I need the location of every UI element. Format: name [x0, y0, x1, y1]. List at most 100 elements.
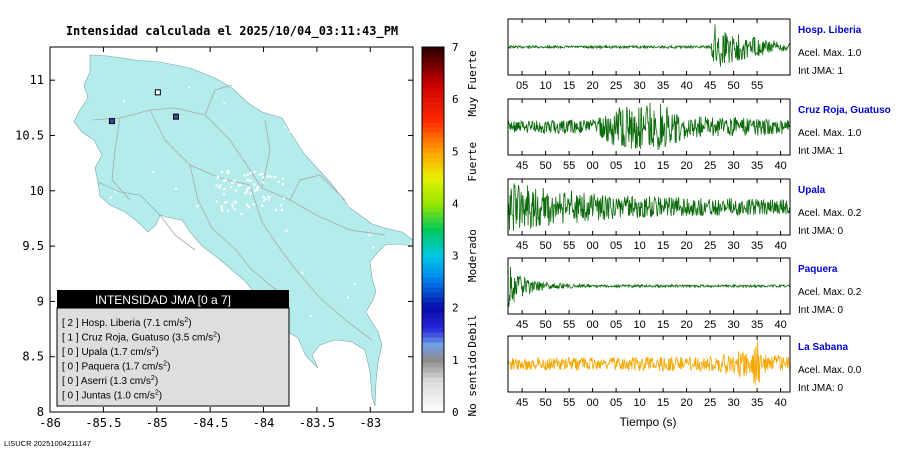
town-dot	[372, 246, 375, 249]
trace-x-tick-label: 25	[704, 240, 716, 252]
colorbar-block	[422, 102, 444, 108]
colorbar-block	[422, 297, 444, 303]
colorbar: 0 1 2 3 4 5 6 7 No sentido Debil Moderado Fuerte Mu…	[421, 41, 479, 419]
town-dot	[249, 192, 252, 195]
colorbar-block	[422, 117, 444, 123]
legend-item: [ 1 ] Cruz Roja, Guatuso (3.5 cm/s2)	[62, 332, 220, 344]
colorbar-category: Muy Fuerte	[466, 50, 479, 116]
colorbar-block	[422, 382, 444, 388]
colorbar-block	[422, 247, 444, 253]
trace-x-tick-label: 10	[539, 80, 551, 92]
trace-x-tick-label: 20	[680, 319, 692, 331]
trace-x-tick-label: 40	[774, 160, 786, 172]
trace-x-tick-label: 50	[539, 319, 551, 331]
colorbar-block	[422, 232, 444, 238]
colorbar-block	[422, 252, 444, 258]
station-markers	[108, 89, 179, 125]
trace-x-tick-label: 35	[657, 80, 669, 92]
footer-id: LISUCR 20251004211147	[4, 439, 91, 448]
town-dot	[224, 178, 227, 182]
colorbar-categories: No sentido Debil Moderado Fuerte Muy Fuerte	[466, 50, 479, 416]
trace-x-tick-label: 15	[657, 397, 669, 409]
town-dot	[246, 187, 249, 190]
trace-info: Int JMA: 0	[798, 305, 843, 316]
map-x-tick-label: -84	[253, 416, 275, 430]
trace-x-tick-label: 05	[610, 319, 622, 331]
colorbar-block	[422, 147, 444, 153]
colorbar-block	[422, 62, 444, 68]
legend-item-sup: 2	[151, 375, 155, 382]
legend-item-close: )	[167, 362, 170, 373]
legend-item: [ 0 ] Upala (1.7 cm/s2)	[62, 346, 159, 358]
town-dot	[261, 173, 264, 176]
colorbar-tick-label: 1	[452, 354, 459, 367]
map-y-tick-label: 9.5	[22, 239, 44, 253]
colorbar-tick-label: 7	[452, 41, 459, 54]
colorbar-block	[422, 92, 444, 98]
trace-x-tick-label: 30	[727, 397, 739, 409]
trace-x-tick-label: 30	[633, 80, 645, 92]
town-dot	[245, 203, 248, 206]
map-x-tick-label: -86	[39, 416, 61, 430]
station-marker	[154, 89, 161, 96]
town-dot	[267, 198, 270, 201]
trace-x-tick-label: 55	[563, 397, 575, 409]
town-dot	[289, 130, 292, 133]
trace-x-tick-label: 05	[610, 397, 622, 409]
town-dot	[220, 205, 223, 208]
town-dot	[348, 204, 351, 207]
colorbar-block	[422, 167, 444, 173]
colorbar-block	[422, 257, 444, 263]
colorbar-block	[422, 107, 444, 113]
legend-item-label: Hosp. Liberia (7.1 cm/s	[81, 318, 184, 329]
legend-item-sup: 2	[213, 332, 217, 339]
colorbar-block	[422, 222, 444, 228]
colorbar-block	[422, 52, 444, 58]
trace-x-tick-label: 30	[727, 240, 739, 252]
nicoya-peninsula	[97, 181, 161, 233]
trace-frame	[507, 335, 791, 393]
town-dot	[233, 200, 237, 203]
town-dot	[282, 197, 285, 200]
town-dot	[246, 204, 250, 208]
town-dot	[245, 189, 248, 193]
colorbar-block	[422, 187, 444, 193]
town-dot	[246, 179, 249, 182]
trace-x-tick-label: 45	[516, 160, 528, 172]
trace-x-tick-label: 05	[610, 240, 622, 252]
map-x-tick-label: -85	[146, 416, 168, 430]
trace-x-tick-label: 50	[727, 80, 739, 92]
legend-item-intensity: [ 2 ]	[62, 318, 81, 329]
trace-info: Int JMA: 1	[798, 66, 843, 77]
legend-item: [ 0 ] Juntas (1.0 cm/s2)	[62, 390, 162, 402]
trace-x-tick-label: 15	[563, 80, 575, 92]
town-dot	[226, 209, 230, 212]
legend-item-label: Upala (1.7 cm/s	[81, 347, 151, 358]
town-dot	[262, 176, 265, 179]
trace-x-tick-label: 40	[774, 319, 786, 331]
colorbar-block	[422, 312, 444, 318]
trace-panel: 45 50 55 00 05 10 15 20 25 30 35 40 Paquera Acel. Max…	[507, 257, 862, 331]
legend-item: [ 0 ] Aserri (1.3 cm/s2)	[62, 375, 158, 387]
trace-info: Acel. Max. 1.0	[798, 128, 862, 139]
town-dot	[225, 200, 228, 204]
town-dot	[247, 179, 251, 182]
town-dot	[253, 170, 257, 174]
town-dot	[152, 171, 155, 174]
legend-title: INTENSIDAD JMA [0 a 7]	[95, 293, 231, 307]
town-dot	[274, 175, 277, 179]
colorbar-block	[422, 307, 444, 313]
town-dot	[231, 181, 234, 185]
colorbar-block	[422, 207, 444, 213]
colorbar-frame	[421, 46, 445, 413]
station-marker	[108, 118, 115, 125]
trace-x-tick-label: 00	[586, 240, 598, 252]
trace-x-tick-label: 35	[751, 240, 763, 252]
legend-item-label: Paquera (1.7 cm/s	[81, 362, 163, 373]
legend-item-intensity: [ 0 ]	[62, 362, 81, 373]
town-dot	[249, 172, 252, 175]
map-frame	[49, 46, 414, 413]
colorbar-block	[422, 337, 444, 343]
legend-item-close: )	[188, 318, 191, 329]
town-dot	[231, 205, 234, 208]
